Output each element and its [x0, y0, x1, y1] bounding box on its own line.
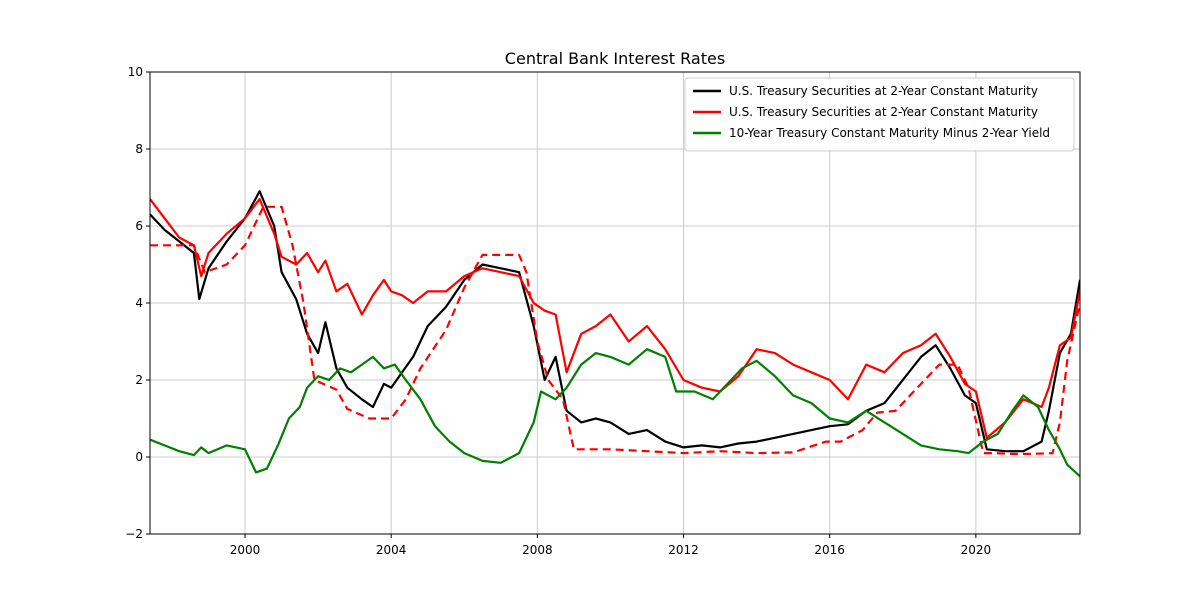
legend-label: U.S. Treasury Securities at 2-Year Const… [729, 105, 1038, 119]
x-tick-label: 2000 [230, 543, 261, 557]
legend: U.S. Treasury Securities at 2-Year Const… [684, 77, 1075, 152]
series-line-3 [150, 348, 1080, 478]
legend-box [684, 77, 1075, 152]
y-tick-label: 2 [135, 373, 143, 387]
y-tick-label: 10 [128, 65, 143, 79]
y-tick-label: 8 [135, 142, 143, 156]
x-tick-label: 2004 [376, 543, 407, 557]
legend-label: U.S. Treasury Securities at 2-Year Const… [729, 84, 1038, 98]
x-tick-label: 2012 [668, 543, 699, 557]
grid [150, 71, 1080, 535]
series-line-1 [150, 198, 1080, 439]
y-tick-label: 4 [135, 296, 143, 310]
series-lines [150, 190, 1080, 478]
y-tick-label: 0 [135, 450, 143, 464]
x-tick-label: 2008 [522, 543, 553, 557]
x-tick-label: 2016 [814, 543, 845, 557]
chart-title: Central Bank Interest Rates [505, 49, 725, 68]
series-line-0 [150, 190, 1080, 453]
legend-label: 10-Year Treasury Constant Maturity Minus… [729, 126, 1050, 140]
y-axis: −2 0 2 4 6 8 10 [125, 65, 150, 541]
x-tick-label: 2020 [961, 543, 992, 557]
y-tick-label: −2 [125, 527, 143, 541]
x-axis: 2000 2004 2008 2012 2016 2020 [230, 534, 991, 557]
y-tick-label: 6 [135, 219, 143, 233]
